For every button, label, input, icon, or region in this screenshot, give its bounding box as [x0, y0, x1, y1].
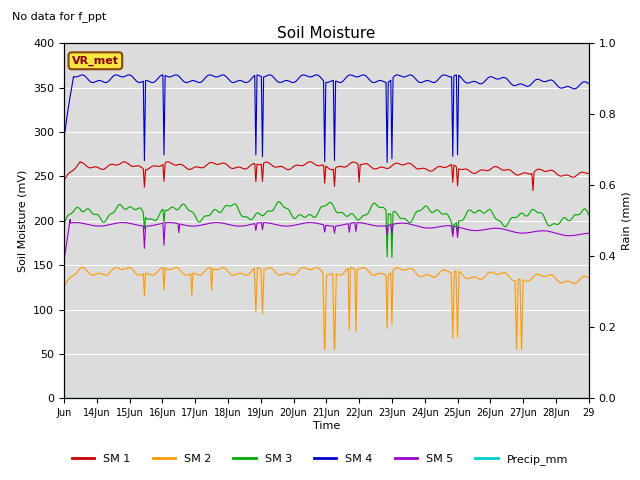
Title: Soil Moisture: Soil Moisture	[277, 25, 376, 41]
Text: VR_met: VR_met	[72, 56, 119, 66]
Y-axis label: Soil Moisture (mV): Soil Moisture (mV)	[17, 169, 28, 272]
Y-axis label: Rain (mm): Rain (mm)	[622, 192, 632, 250]
Legend: SM 1, SM 2, SM 3, SM 4, SM 5, Precip_mm: SM 1, SM 2, SM 3, SM 4, SM 5, Precip_mm	[68, 450, 572, 469]
X-axis label: Time: Time	[313, 421, 340, 431]
Text: No data for f_ppt: No data for f_ppt	[12, 11, 106, 22]
